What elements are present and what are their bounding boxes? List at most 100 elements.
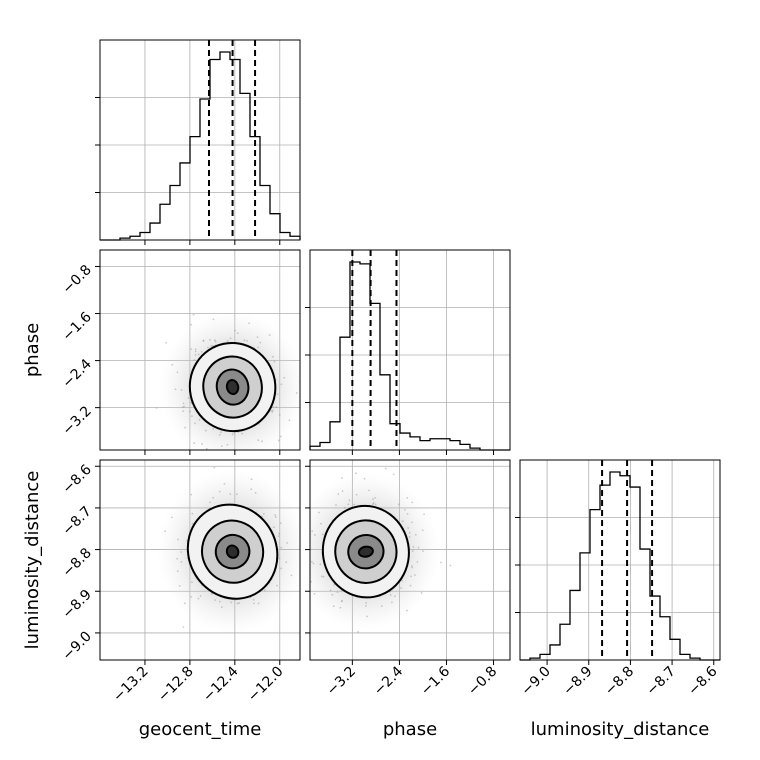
scatter-point [231,433,234,436]
scatter-point [280,383,283,386]
scatter-point [192,313,195,316]
scatter-point [259,341,262,344]
scatter-point [319,563,322,566]
scatter-point [341,599,344,602]
scatter-point [423,513,425,516]
x-tick-label: −9.0 [519,664,554,699]
scatter-point [276,584,278,587]
scatter-point [414,533,417,536]
scatter-point [307,376,309,378]
scatter-point [380,605,383,608]
panel-frame [99,459,301,661]
scatter-point [283,376,286,379]
x-tick-label: −12.8 [155,664,197,706]
scatter-point [311,530,314,532]
scatter-point [414,574,416,576]
scatter-point [180,551,183,553]
histogram-geocent_time [100,51,301,241]
contour-line [214,533,251,570]
scatter-point [408,531,411,534]
scatter-point [406,609,408,612]
scatter-point [372,498,374,501]
scatter-point [191,581,193,584]
contour-line [225,544,240,559]
scatter-point [182,402,185,405]
scatter-point [313,592,316,595]
scatter-point [241,432,244,435]
scatter-point [374,503,377,506]
scatter-point [235,493,238,496]
scatter-point [250,478,253,481]
scatter-point [190,348,193,351]
scatter-point [220,606,223,608]
scatter-point [198,418,201,421]
scatter-point [184,426,186,429]
scatter-point [250,488,253,491]
y-tick-label: −9.0 [59,628,94,663]
panel-frame [99,249,301,451]
scatter-point [277,535,280,537]
scatter-point [274,516,277,518]
scatter-point [182,626,185,628]
scatter-point [194,354,197,356]
y-tick-label: −8.7 [59,503,94,538]
scatter-point [176,570,179,573]
scatter-point [218,600,221,603]
scatter-point [278,532,281,535]
contour-line [347,533,385,570]
scatter-point [204,429,207,432]
scatter-point [303,547,305,549]
scatter-point [191,415,193,418]
scatter-point [372,502,375,504]
scatter-point [421,529,424,532]
scatter-point [365,602,368,604]
scatter-point [280,546,283,549]
corner-panels: −13.2 −12.8 −12.4 −12.0 −3.2 −2.4 −1.6 −0.8 −9.0… [59,39,721,706]
scatter-point [337,493,340,496]
scatter-point [257,602,260,605]
scatter-point [170,516,173,519]
scatter-point [201,443,203,445]
scatter-point [197,353,200,356]
scatter-point [363,477,366,480]
scatter-point [219,431,222,434]
x-tick-label: −8.7 [644,664,679,699]
scatter-point [400,587,402,589]
scatter-point [236,602,239,605]
scatter-point [178,584,181,587]
scatter-point [183,602,186,605]
scatter-point [212,318,215,321]
scatter-point [165,341,167,344]
scatter-point [210,592,213,595]
scatter-point [197,597,200,600]
scatter-point [392,473,395,476]
scatter-point [329,589,332,592]
scatter-point [246,339,249,342]
scatter-point [406,513,409,515]
scatter-point [182,410,185,412]
scatter-point [406,496,409,499]
scatter-point [212,496,215,499]
scatter-point [416,561,419,563]
scatter-point [412,546,415,548]
panel-frame [519,459,721,661]
x-tick-label: −8.6 [685,663,720,698]
scatter-point [171,363,174,366]
density-panel-phase-luminosity_distance [303,459,511,665]
scatter-point [274,514,277,517]
y-axis-label-phase: phase [22,323,43,377]
scatter-point [277,464,279,466]
scatter-point [311,560,313,563]
scatter-point [256,336,259,339]
scatter-point [199,595,202,597]
scatter-point [200,350,203,353]
y-tick-label: −8.8 [59,545,94,580]
scatter-point [257,346,259,349]
scatter-point [213,339,216,342]
histogram-luminosity_distance [520,471,720,661]
density-panel-geocent_time-luminosity_distance [95,459,301,665]
scatter-point [189,410,191,413]
density-level [226,545,239,558]
density-level [226,380,239,395]
scatter-point [322,576,325,578]
